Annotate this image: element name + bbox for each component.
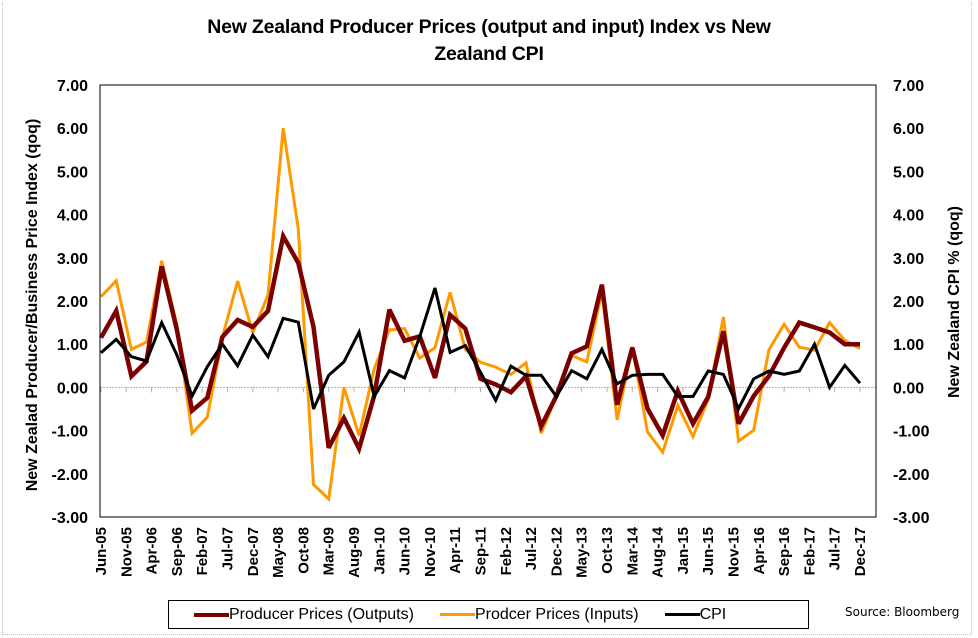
series-line-producer-outputs xyxy=(99,229,860,455)
legend-swatch-outputs xyxy=(194,612,229,617)
y-left-tick-label: -2.00 xyxy=(52,467,89,484)
x-tick-label: Jun-05 xyxy=(93,527,110,575)
series-line-producer-inputs xyxy=(99,127,861,502)
y-left-tick-label: 5.00 xyxy=(57,164,88,181)
series-line-cpi xyxy=(100,287,862,413)
y-axis-left-ticks: 7.00 6.00 5.00 4.00 3.00 2.00 1.00 0.00 -1.00 -2.… xyxy=(52,78,89,527)
y-left-tick-label: 1.00 xyxy=(57,337,88,354)
y-right-tick-label: 0.00 xyxy=(893,380,924,397)
source-note: Source: Bloomberg xyxy=(845,605,960,619)
y-right-tick-label: -1.00 xyxy=(893,424,930,441)
x-tick-label: Dec-17 xyxy=(852,527,869,576)
y-left-tick-label: 7.00 xyxy=(57,78,88,95)
chart-title-line-1: New Zealand Producer Prices (output and … xyxy=(207,16,771,38)
legend-label-outputs: Producer Prices (Outputs) xyxy=(229,605,414,623)
legend-label-cpi: CPI xyxy=(699,605,727,623)
y-left-tick-label: 0.00 xyxy=(57,380,88,397)
legend: Producer Prices (Outputs) Prodcer Prices… xyxy=(168,600,809,629)
x-tick-label: Sep-16 xyxy=(776,527,793,576)
plot-area xyxy=(99,84,877,518)
y-left-tick-label: 2.00 xyxy=(57,294,88,311)
legend-item-outputs[interactable]: Producer Prices (Outputs) xyxy=(194,606,414,624)
y-right-tick-label: 1.00 xyxy=(893,337,924,354)
x-tick-label: Jul-17 xyxy=(827,527,844,570)
x-tick-label: Apr-06 xyxy=(144,527,161,575)
line-chart: 7.00 6.00 5.00 4.00 3.00 2.00 1.00 0.00 -1.00 -2.… xyxy=(24,78,963,578)
x-tick-label: Jun-10 xyxy=(397,527,414,575)
x-tick-label: Jul-07 xyxy=(220,527,237,570)
x-tick-label: Jul-12 xyxy=(523,527,540,570)
y-left-tick-label: -3.00 xyxy=(52,510,89,527)
x-tick-label: Jan-15 xyxy=(675,527,692,575)
x-tick-label: May-08 xyxy=(270,527,287,578)
y-right-tick-label: -3.00 xyxy=(893,510,930,527)
y-left-tick-label: -1.00 xyxy=(52,424,89,441)
y-right-tick-label: 6.00 xyxy=(893,121,924,138)
x-tick-label: Jun-15 xyxy=(700,527,717,575)
y-right-tick-label: -2.00 xyxy=(893,467,930,484)
x-tick-label: Nov-10 xyxy=(422,527,439,577)
y-axis-right-ticks: 7.00 6.00 5.00 4.00 3.00 2.00 1.00 0.00 -1.00 -2.… xyxy=(893,78,930,527)
series-lines xyxy=(99,127,862,502)
x-tick-label: Dec-12 xyxy=(548,527,565,576)
legend-swatch-inputs xyxy=(439,613,475,616)
x-tick-label: Mar-14 xyxy=(624,526,641,575)
x-tick-label: Jan-10 xyxy=(371,527,388,575)
x-tick-label: Nov-15 xyxy=(726,527,743,577)
x-tick-label: Feb-07 xyxy=(194,527,211,575)
y-right-tick-label: 2.00 xyxy=(893,294,924,311)
y-left-tick-label: 4.00 xyxy=(57,208,88,225)
x-tick-label: Oct-13 xyxy=(599,527,616,574)
y-left-tick-label: 6.00 xyxy=(57,121,88,138)
x-tick-label: Feb-12 xyxy=(498,527,515,575)
chart-title: New Zealand Producer Prices (output and … xyxy=(0,14,978,68)
legend-swatch-cpi xyxy=(664,613,700,616)
x-tick-label: Feb-17 xyxy=(801,527,818,575)
x-tick-label: Aug-09 xyxy=(346,527,363,578)
y-left-tick-label: 3.00 xyxy=(57,251,88,268)
x-tick-label: May-13 xyxy=(574,527,591,578)
x-tick-label: Sep-06 xyxy=(169,527,186,576)
legend-label-inputs: Prodcer Prices (Inputs) xyxy=(474,605,639,623)
x-tick-label: Aug-14 xyxy=(650,526,667,577)
x-axis-tick-labels: Jun-05 Nov-05 Apr-06 Sep-06 Feb-07 Jul-07 Dec-… xyxy=(93,526,869,578)
y-right-tick-label: 4.00 xyxy=(893,208,924,225)
y-right-tick-label: 5.00 xyxy=(893,164,924,181)
y-axis-left-title: New Zealad Producer/Business Price Index… xyxy=(24,119,41,492)
x-tick-label: Oct-08 xyxy=(295,527,312,574)
legend-item-cpi[interactable]: CPI xyxy=(664,605,727,624)
x-tick-label: Sep-11 xyxy=(473,527,490,575)
y-axis-right-title: New Zealand CPI % (qoq) xyxy=(946,206,963,398)
y-right-tick-label: 7.00 xyxy=(893,78,924,95)
x-tick-label: Apr-11 xyxy=(447,527,464,574)
legend-item-inputs[interactable]: Prodcer Prices (Inputs) xyxy=(439,605,639,624)
chart-title-line-2: Zealand CPI xyxy=(434,43,544,65)
y-right-tick-label: 3.00 xyxy=(893,251,924,268)
x-tick-label: Nov-05 xyxy=(118,527,135,577)
x-tick-label: Dec-07 xyxy=(245,527,262,576)
x-tick-label: Mar-09 xyxy=(321,527,338,575)
x-tick-label: Apr-16 xyxy=(751,527,768,575)
